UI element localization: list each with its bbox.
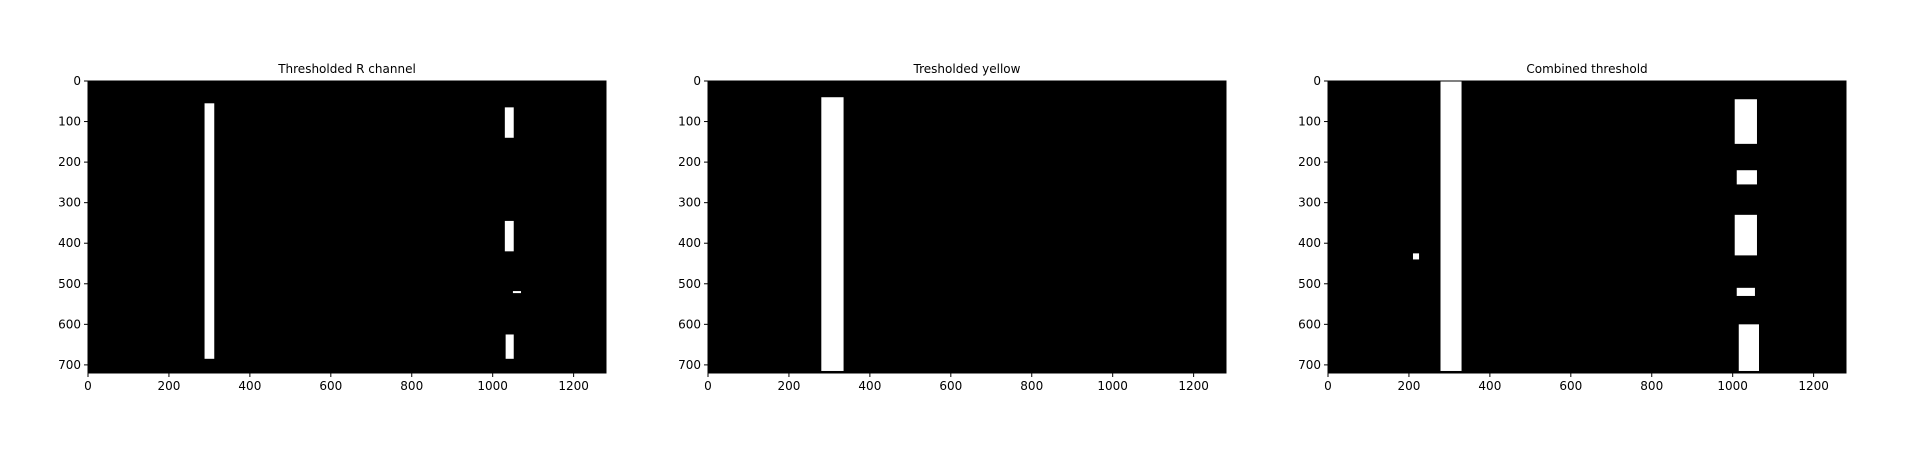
y-tick-label: 600 — [58, 317, 81, 331]
x-tick-label: 0 — [1324, 379, 1332, 393]
y-tick-label: 100 — [58, 115, 81, 129]
image-background — [708, 81, 1226, 373]
y-tick-label: 200 — [1298, 155, 1321, 169]
threshold-region — [512, 291, 522, 294]
threshold-region — [837, 129, 842, 136]
chart-yellow: Tresholded yellow 0 200 400 600 800 1000 1200 0 1… — [678, 62, 1227, 393]
threshold-region — [204, 103, 215, 359]
threshold-region — [1412, 253, 1420, 260]
x-tick-label: 600 — [319, 379, 342, 393]
y-tick-label: 500 — [1298, 277, 1321, 291]
threshold-region — [1440, 81, 1462, 371]
chart-title: Tresholded yellow — [913, 62, 1021, 76]
x-tick-label: 400 — [1478, 379, 1501, 393]
threshold-region — [1734, 214, 1757, 256]
threshold-region — [505, 334, 514, 359]
y-tick-label: 300 — [678, 196, 701, 210]
y-tick-label: 0 — [1313, 74, 1321, 88]
x-tick-label: 1000 — [477, 379, 508, 393]
x-tick-label: 400 — [858, 379, 881, 393]
x-tick-label: 800 — [1020, 379, 1043, 393]
y-tick-label: 300 — [58, 196, 81, 210]
y-tick-label: 500 — [678, 277, 701, 291]
y-tick-label: 500 — [58, 277, 81, 291]
x-tick-label: 800 — [400, 379, 423, 393]
chart-combined: Combined threshold 0 200 400 600 800 1000 1200 0… — [1298, 62, 1847, 393]
axes-frame — [707, 80, 1227, 374]
y-tick-label: 200 — [678, 155, 701, 169]
axes-frame — [87, 80, 607, 374]
chart-title: Thresholded R channel — [277, 62, 416, 76]
y-tick-label: 300 — [1298, 196, 1321, 210]
y-tick-label: 700 — [1298, 358, 1321, 372]
panel-combined: Combined threshold 0 200 400 600 800 1000 1200 0… — [1280, 55, 1860, 405]
y-tick-label: 400 — [678, 236, 701, 250]
chart-title: Combined threshold — [1526, 62, 1647, 76]
threshold-region — [1736, 287, 1755, 296]
image-background — [1328, 81, 1846, 373]
x-tick-label: 600 — [1559, 379, 1582, 393]
x-tick-label: 200 — [777, 379, 800, 393]
y-tick-label: 700 — [678, 358, 701, 372]
y-tick-label: 400 — [1298, 236, 1321, 250]
x-tick-label: 1200 — [1178, 379, 1209, 393]
x-tick-label: 600 — [939, 379, 962, 393]
y-tick-label: 700 — [58, 358, 81, 372]
panel-yellow: Tresholded yellow 0 200 400 600 800 1000 1200 0 1… — [660, 55, 1240, 405]
y-tick-label: 600 — [678, 317, 701, 331]
x-tick-label: 1000 — [1717, 379, 1748, 393]
image-background — [88, 81, 606, 373]
x-tick-label: 0 — [704, 379, 712, 393]
x-tick-label: 1200 — [558, 379, 589, 393]
threshold-region — [1738, 324, 1759, 371]
threshold-region — [504, 107, 514, 138]
y-tick-label: 400 — [58, 236, 81, 250]
y-tick-label: 100 — [1298, 115, 1321, 129]
x-tick-label: 200 — [1397, 379, 1420, 393]
x-tick-label: 400 — [238, 379, 261, 393]
threshold-region — [1736, 170, 1757, 185]
x-tick-label: 1200 — [1798, 379, 1829, 393]
x-tick-label: 1000 — [1097, 379, 1128, 393]
y-tick-label: 200 — [58, 155, 81, 169]
threshold-region — [504, 220, 514, 252]
x-tick-label: 800 — [1640, 379, 1663, 393]
x-tick-label: 0 — [84, 379, 92, 393]
threshold-region — [1734, 99, 1757, 144]
threshold-region — [821, 97, 844, 371]
axes-frame — [1327, 80, 1847, 374]
panel-r-channel: Thresholded R channel 0 200 400 600 800 1000 12… — [40, 55, 620, 405]
y-tick-label: 100 — [678, 115, 701, 129]
y-tick-label: 0 — [693, 74, 701, 88]
x-tick-label: 200 — [157, 379, 180, 393]
y-tick-label: 0 — [73, 74, 81, 88]
y-tick-label: 600 — [1298, 317, 1321, 331]
